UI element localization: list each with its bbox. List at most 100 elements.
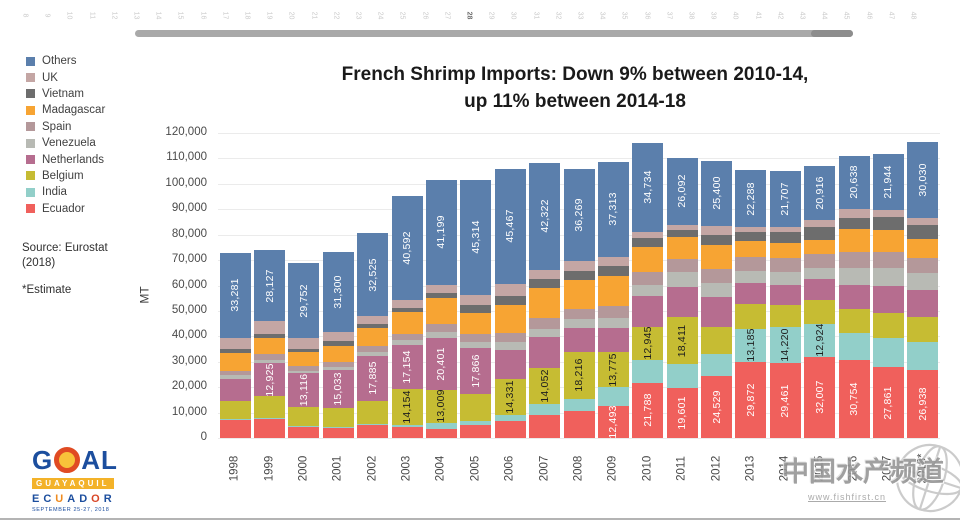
globe-icon [895,443,960,513]
bar-segment-venezuela [288,370,320,374]
page-number[interactable]: 47 [887,11,895,20]
y-tick-label: 80,000 [171,227,207,240]
page-number[interactable]: 46 [865,11,873,20]
gridline [218,438,940,439]
page-number[interactable]: 17 [221,11,229,20]
y-tick-label: 110,000 [166,151,207,164]
page-number[interactable]: 31 [532,11,540,20]
bar-segment-belgium: 13,009 [425,390,457,423]
bar-segment-spain [254,354,286,361]
page-number[interactable]: 11 [88,11,96,20]
legend-item-madagascar: Madagascar [26,102,105,118]
bar-segment-others: 21,944 [872,153,904,210]
page-number[interactable]: 21 [310,11,318,20]
bar-segment-india [529,403,561,416]
bar-value-label: 13,116 [297,373,310,407]
page-number[interactable]: 33 [576,11,584,20]
bar-segment-venezuela [666,271,698,287]
page-number[interactable]: 45 [842,11,850,20]
bar-value-label: 26,938 [916,387,929,421]
bar-segment-india [219,419,251,421]
bar-value-label: 18,216 [573,358,585,393]
x-axis-label: 2001 [331,455,344,482]
page-number[interactable]: 20 [287,11,295,20]
page-number[interactable]: 23 [354,11,362,20]
page-number[interactable]: 35 [620,11,628,20]
bar-segment-belgium [460,393,492,422]
bar-segment-ecuador [529,415,561,438]
bar-value-label: 30,030 [916,163,929,197]
page-number[interactable]: 36 [643,11,651,20]
bar-segment-spain [322,361,354,367]
page-number[interactable]: 43 [798,11,806,20]
horizontal-scrollbar[interactable] [135,30,853,37]
page-number[interactable]: 13 [132,11,140,20]
bar-segment-netherlands [219,378,251,402]
bar-value-label: 14,220 [779,328,792,362]
page-number[interactable]: 44 [820,11,828,20]
bar-segment-ecuador [391,426,423,438]
bar-segment-belgium [288,406,320,426]
page-number[interactable]: 40 [731,11,739,20]
scrollbar-thumb-cap[interactable] [811,30,853,37]
bar-value-label: 21,707 [779,182,792,216]
legend-label: Others [42,55,77,68]
bar-segment-netherlands [804,279,836,300]
page-number[interactable]: 9 [43,13,51,18]
bar-segment-venezuela [425,331,457,338]
bar-segment-india [838,333,870,360]
bar-segment-india [597,387,629,407]
page-number[interactable]: 42 [776,11,784,20]
bar-value-label: 12,493 [607,405,620,439]
goal-conference-logo: G AL GUAYAQUIL ECUADOR SEPTEMBER 25-27, 2… [32,447,182,513]
bar-segment-vietnam [288,349,320,353]
page-number[interactable]: 41 [754,11,762,20]
bar-segment-vietnam [597,265,629,276]
page-number[interactable]: 30 [509,11,517,20]
page-number[interactable]: 15 [176,11,184,20]
bar-segment-vietnam [735,232,767,241]
page-number[interactable]: 48 [909,11,917,20]
bar-segment-ecuador [494,421,526,438]
watermark-url: www.fishfirst.cn [808,492,887,502]
page-number[interactable]: 10 [65,11,73,20]
bar-segment-spain [288,366,320,371]
page-number[interactable]: 26 [421,11,429,20]
plot: 33,281 12,925 28,127 13,116 29,752 15,033 31,3… [218,133,940,439]
page-number[interactable]: 27 [443,11,451,20]
bar-segment-belgium [322,408,354,428]
page-number[interactable]: 29 [487,11,495,20]
page-number[interactable]: 38 [687,11,695,20]
page-number[interactable]: 34 [598,11,606,20]
page-number[interactable]: 39 [709,11,717,20]
bar-segment-others: 32,525 [357,233,389,317]
x-axis-label: 1999 [263,455,276,482]
page-number[interactable]: 37 [665,11,673,20]
watermark-text: 中国水产频道 [782,457,944,487]
bar-segment-others: 36,269 [563,168,595,261]
bar-segment-spain [391,333,423,341]
bar-segment-ecuador: 32,007 [804,356,836,438]
page-number[interactable]: 22 [332,11,340,20]
legend-label: UK [42,71,58,84]
bar-segment-uk [872,209,904,218]
page-number[interactable]: 14 [154,11,162,20]
bar-segment-uk [322,331,354,341]
page-number[interactable]: 25 [398,11,406,20]
page-number[interactable]: 16 [199,11,207,20]
bar-segment-others: 41,199 [425,179,457,285]
bar-2000: 13,116 29,752 [288,262,320,438]
bar-segment-venezuela [357,351,389,356]
bar-segment-others: 30,030 [907,142,939,219]
bar-1998: 33,281 [219,253,251,438]
bar-segment-netherlands [666,286,698,318]
page-number[interactable]: 8 [21,13,29,18]
page-number[interactable]: 28 [465,11,473,20]
page-number[interactable]: 19 [265,11,273,20]
page-number[interactable]: 12 [110,11,118,20]
bar-segment-netherlands [632,296,664,327]
page-number[interactable]: 24 [376,11,384,20]
page-number[interactable]: 32 [554,11,562,20]
bar-segment-madagascar [872,229,904,252]
page-number[interactable]: 18 [243,11,251,20]
